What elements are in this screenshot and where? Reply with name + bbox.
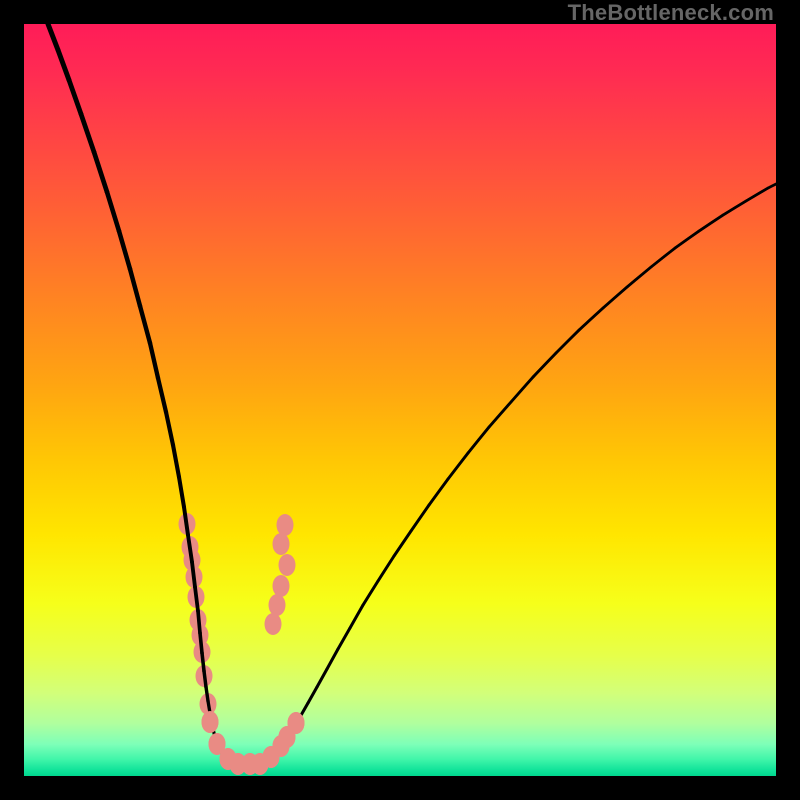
watermark-text: TheBottleneck.com — [568, 0, 774, 26]
data-marker — [288, 712, 305, 734]
data-marker — [273, 575, 290, 597]
data-marker — [265, 613, 282, 635]
curve-svg — [24, 24, 776, 776]
plot-area — [24, 24, 776, 776]
data-marker — [273, 533, 290, 555]
data-marker — [277, 514, 294, 536]
curve-left-smooth — [48, 24, 248, 764]
data-marker — [202, 711, 219, 733]
curve-right-smooth — [248, 184, 776, 764]
data-marker — [279, 554, 296, 576]
data-marker — [269, 594, 286, 616]
